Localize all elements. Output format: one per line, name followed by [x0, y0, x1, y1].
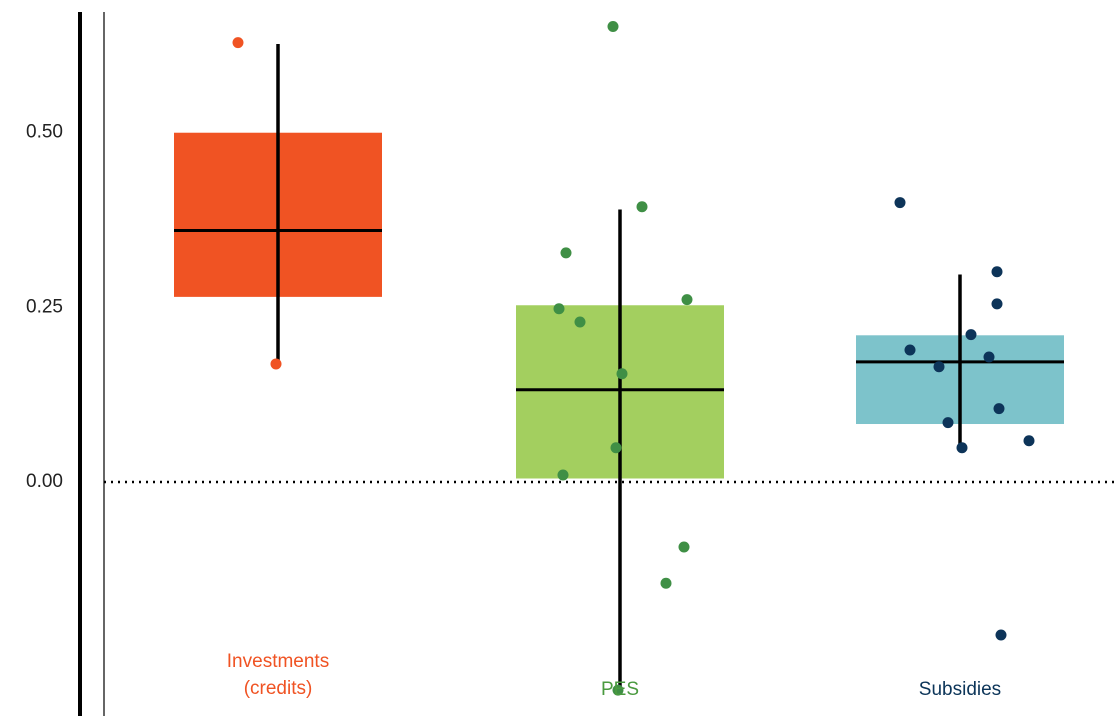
data-point — [607, 21, 619, 33]
data-point — [942, 417, 954, 429]
data-point — [232, 37, 244, 49]
data-point — [560, 247, 572, 259]
data-point — [956, 442, 968, 454]
data-point — [557, 469, 569, 481]
y-tick-label: 0.00 — [26, 471, 63, 492]
data-point — [681, 294, 693, 306]
data-point — [904, 344, 916, 356]
data-point — [894, 197, 906, 209]
data-point — [636, 201, 648, 213]
data-point — [660, 577, 672, 589]
data-point — [995, 629, 1007, 641]
category-label: Investments (credits) — [226, 651, 330, 699]
y-tick-label: 0.50 — [26, 122, 63, 143]
data-point — [1023, 435, 1035, 447]
data-point — [553, 303, 565, 315]
data-point — [965, 329, 977, 341]
data-point — [983, 351, 995, 363]
category-label: PES — [600, 679, 640, 700]
data-point — [991, 298, 1003, 310]
data-point — [678, 541, 690, 553]
data-point — [993, 403, 1005, 415]
data-point — [991, 266, 1003, 278]
data-point — [933, 361, 945, 373]
data-point — [616, 368, 628, 380]
data-point — [574, 316, 586, 328]
category-label: Subsidies — [918, 679, 1002, 700]
data-point — [610, 442, 622, 454]
y-tick-label: 0.25 — [26, 296, 63, 317]
data-point — [612, 684, 624, 696]
data-point — [270, 358, 282, 370]
